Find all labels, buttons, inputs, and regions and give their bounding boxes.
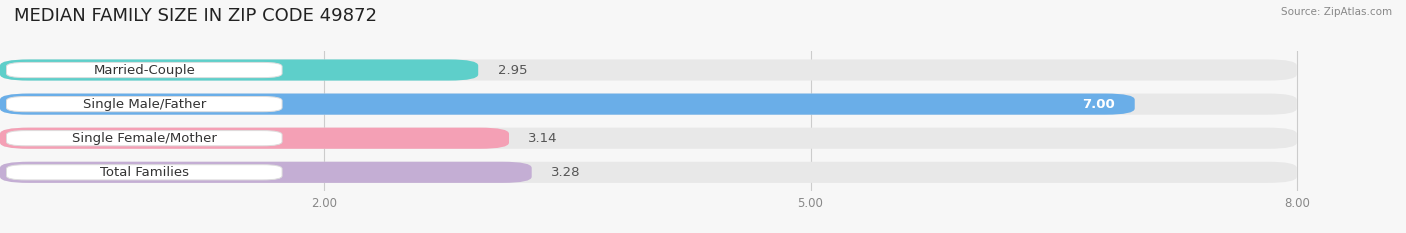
FancyBboxPatch shape <box>7 131 283 146</box>
Text: MEDIAN FAMILY SIZE IN ZIP CODE 49872: MEDIAN FAMILY SIZE IN ZIP CODE 49872 <box>14 7 377 25</box>
FancyBboxPatch shape <box>0 128 509 149</box>
Text: Single Female/Mother: Single Female/Mother <box>72 132 217 145</box>
FancyBboxPatch shape <box>7 96 283 112</box>
FancyBboxPatch shape <box>0 162 1296 183</box>
FancyBboxPatch shape <box>7 165 283 180</box>
FancyBboxPatch shape <box>0 93 1296 115</box>
Text: 3.28: 3.28 <box>551 166 581 179</box>
Text: Source: ZipAtlas.com: Source: ZipAtlas.com <box>1281 7 1392 17</box>
FancyBboxPatch shape <box>0 162 531 183</box>
FancyBboxPatch shape <box>7 62 283 78</box>
FancyBboxPatch shape <box>0 59 1296 81</box>
Text: Total Families: Total Families <box>100 166 188 179</box>
Text: Single Male/Father: Single Male/Father <box>83 98 205 111</box>
Text: Married-Couple: Married-Couple <box>93 64 195 76</box>
Text: 3.14: 3.14 <box>529 132 558 145</box>
Text: 2.95: 2.95 <box>498 64 527 76</box>
Text: 7.00: 7.00 <box>1083 98 1115 111</box>
FancyBboxPatch shape <box>0 128 1296 149</box>
FancyBboxPatch shape <box>0 93 1135 115</box>
FancyBboxPatch shape <box>0 59 478 81</box>
